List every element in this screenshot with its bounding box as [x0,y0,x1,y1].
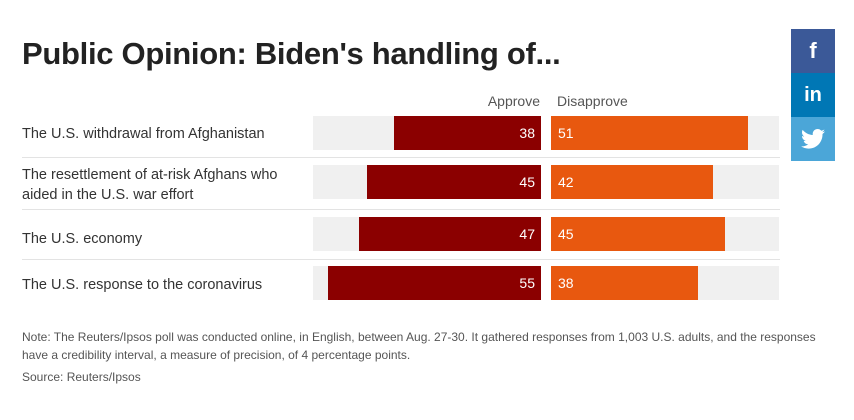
disapprove-track: 51 [551,116,779,150]
chart-title: Public Opinion: Biden's handling of... [22,36,561,71]
approve-track: 38 [313,116,541,150]
linkedin-glyph: in [804,83,822,106]
disapprove-value-label: 38 [558,275,574,291]
row-label: The resettlement of at-risk Afghans who … [22,167,278,203]
approve-track: 47 [313,217,541,251]
approve-value-label: 47 [519,226,535,242]
approve-bar: 47 [359,217,541,251]
row-divider [22,157,780,158]
footnote: Note: The Reuters/Ipsos poll was conduct… [22,330,816,362]
disapprove-value-label: 51 [558,125,574,141]
source-note: Source: Reuters/Ipsos [22,370,141,384]
disapprove-value-label: 45 [558,226,574,242]
approve-value-label: 38 [519,125,535,141]
approve-bar: 55 [328,266,541,300]
legend-approve: Approve [487,93,540,109]
row-label: The U.S. economy [22,231,143,247]
approve-track: 55 [313,266,541,300]
row-label: The U.S. response to the coronavirus [22,277,263,293]
row-divider [22,209,780,210]
disapprove-bar: 38 [551,266,698,300]
disapprove-bar: 51 [551,116,748,150]
facebook-glyph: f [809,38,817,63]
approve-bar: 45 [367,165,541,199]
disapprove-track: 42 [551,165,779,199]
approve-bar: 38 [394,116,541,150]
approve-value-label: 55 [519,275,535,291]
legend-disapprove: Disapprove [557,93,628,109]
disapprove-bar: 45 [551,217,725,251]
row-divider [22,259,780,260]
approve-value-label: 45 [519,174,535,190]
disapprove-bar: 42 [551,165,713,199]
chart-bars: The U.S. withdrawal from Afghanistan 38 51… [22,116,780,300]
row-label: The U.S. withdrawal from Afghanistan [22,126,265,142]
linkedin-icon[interactable]: in [791,73,835,117]
disapprove-track: 38 [551,266,779,300]
twitter-icon[interactable] [791,117,835,161]
twitter-bird-shape [801,129,825,149]
disapprove-track: 45 [551,217,779,251]
disapprove-value-label: 42 [558,174,574,190]
approve-track: 45 [313,165,541,199]
facebook-icon[interactable]: f [791,29,835,73]
